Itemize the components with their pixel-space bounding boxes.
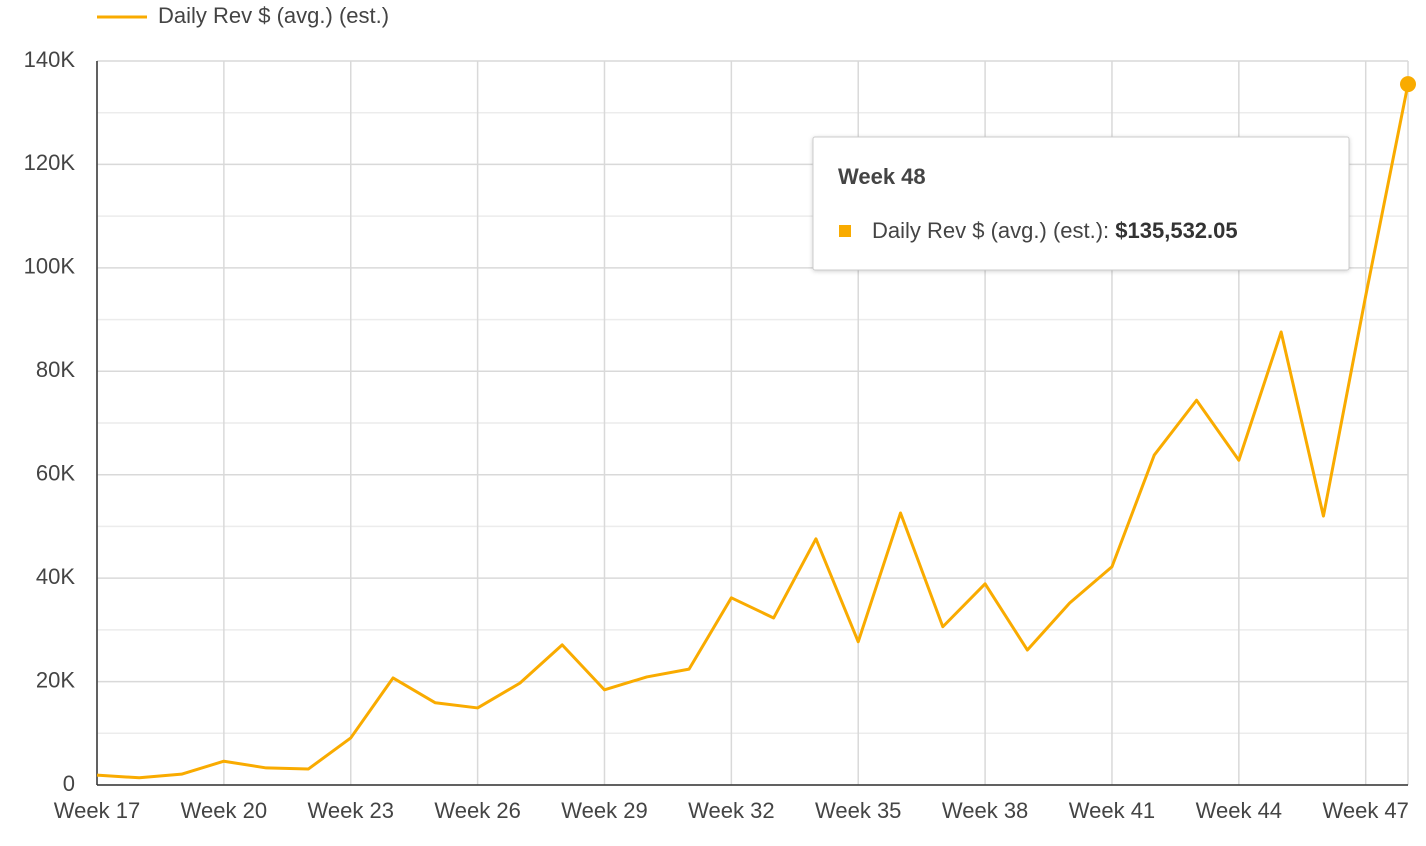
- tooltip-value: $135,532.05: [1115, 218, 1237, 243]
- y-tick-label: 20K: [36, 667, 75, 692]
- x-tick-label: Week 17: [54, 798, 140, 823]
- x-tick-label: Week 47: [1322, 798, 1408, 823]
- tooltip-swatch: [839, 225, 851, 237]
- y-tick-label: 60K: [36, 461, 75, 486]
- x-tick-label: Week 26: [434, 798, 520, 823]
- tooltip-title: Week 48: [838, 164, 926, 189]
- x-tick-label: Week 29: [561, 798, 647, 823]
- x-tick-label: Week 41: [1069, 798, 1155, 823]
- x-tick-label: Week 23: [308, 798, 394, 823]
- tooltip-text: Daily Rev $ (avg.) (est.): $135,532.05: [872, 218, 1238, 243]
- x-tick-label: Week 38: [942, 798, 1028, 823]
- y-tick-label: 140K: [24, 47, 76, 72]
- x-tick-label: Week 44: [1196, 798, 1282, 823]
- legend-label: Daily Rev $ (avg.) (est.): [158, 3, 389, 28]
- tooltip-label: Daily Rev $ (avg.) (est.):: [872, 218, 1115, 243]
- y-tick-label: 100K: [24, 254, 76, 279]
- x-tick-label: Week 35: [815, 798, 901, 823]
- y-tick-label: 80K: [36, 357, 75, 382]
- tooltip: Week 48 Daily Rev $ (avg.) (est.): $135,…: [812, 136, 1350, 271]
- y-tick-label: 120K: [24, 150, 76, 175]
- y-tick-label: 40K: [36, 564, 75, 589]
- highlight-point: [1400, 76, 1416, 93]
- y-tick-label: 0: [63, 771, 75, 796]
- data-line: [96, 83, 1410, 780]
- tooltip-box: [812, 136, 1350, 271]
- x-tick-label: Week 20: [181, 798, 267, 823]
- x-tick-label: Week 32: [688, 798, 774, 823]
